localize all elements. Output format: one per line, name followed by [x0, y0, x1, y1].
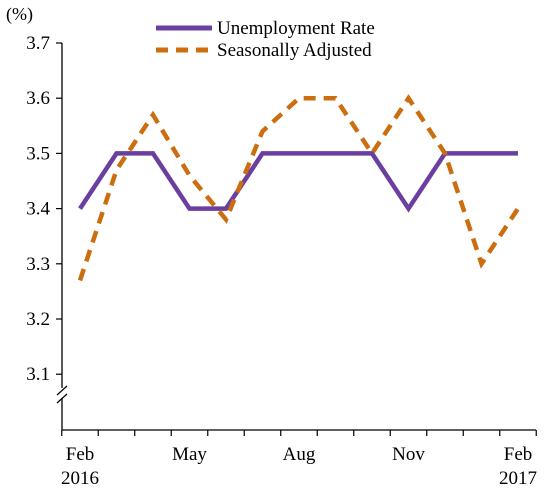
legend-label-seasonally-adjusted: Seasonally Adjusted	[217, 40, 372, 61]
legend-label-unemployment-rate: Unemployment Rate	[217, 18, 375, 39]
y-tick-label: 3.6	[26, 88, 50, 109]
x-tick-label: Feb	[504, 444, 533, 465]
series-line-unemployment-rate	[78, 151, 518, 213]
y-tick-label: 3.5	[26, 143, 50, 164]
legend: Unemployment Rate Seasonally Adjusted	[156, 18, 375, 61]
x-tick-label: May	[172, 444, 207, 465]
y-tick-label: 3.1	[26, 364, 50, 385]
series-line-seasonally-adjusted	[77, 94, 520, 282]
x-tick-label: Nov	[392, 444, 425, 465]
x-axis-ticks: Feb 2016 May Aug Nov Feb 2017	[61, 430, 537, 489]
series-layer	[77, 94, 520, 282]
x-tick-label: Aug	[283, 444, 316, 465]
x-tick-year-label: 2017	[499, 468, 537, 489]
x-tick-label: Feb	[66, 444, 95, 465]
y-tick-label: 3.4	[26, 199, 50, 220]
axis-break-mark	[56, 385, 68, 396]
y-axis-ticks: 3.7 3.6 3.5 3.4 3.3 3.2 3.1	[26, 33, 62, 385]
axes	[56, 43, 536, 431]
y-tick-label: 3.3	[26, 254, 50, 275]
y-tick-label: 3.2	[26, 309, 50, 330]
y-axis-unit-label: (%)	[6, 4, 33, 25]
y-tick-label: 3.7	[26, 33, 50, 54]
x-tick-year-label: 2016	[61, 468, 99, 489]
